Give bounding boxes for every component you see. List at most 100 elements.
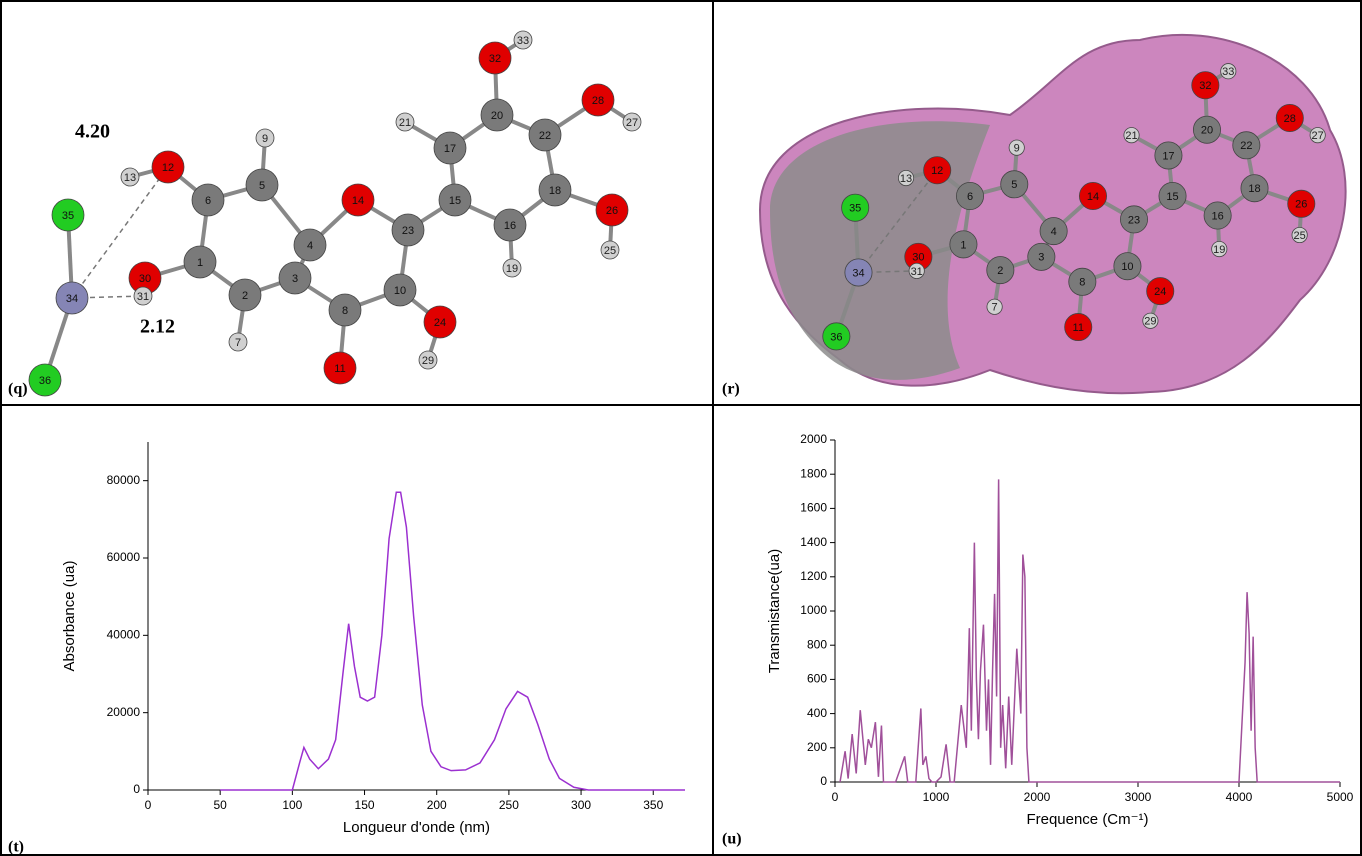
atom-label: 25: [604, 245, 616, 257]
x-tick-label: 350: [643, 798, 663, 812]
atom-label: 11: [1073, 322, 1084, 334]
atom-label: 13: [900, 173, 912, 185]
atom-label: 1: [197, 257, 203, 269]
atom-label: 22: [1240, 140, 1252, 152]
atom-label: 15: [449, 195, 461, 207]
atom-label: 35: [62, 210, 74, 222]
atom-label: 33: [1222, 66, 1234, 78]
panel-label: (u): [722, 831, 742, 848]
atom-label: 7: [235, 337, 241, 349]
y-tick-label: 20000: [107, 705, 141, 719]
distance-label: 4.20: [75, 121, 110, 143]
atom-label: 9: [262, 133, 268, 145]
atom-label: 32: [489, 53, 501, 65]
x-tick-label: 3000: [1125, 790, 1152, 804]
atom-label: 5: [1011, 179, 1017, 191]
x-tick-label: 4000: [1226, 790, 1253, 804]
panel-label: (q): [8, 381, 28, 398]
x-tick-label: 1000: [923, 790, 950, 804]
x-tick-label: 2000: [1024, 790, 1051, 804]
atom-label: 20: [491, 110, 503, 122]
atom-label: 12: [931, 165, 943, 177]
atom-label: 26: [606, 205, 618, 217]
x-axis-title: Longueur d'onde (nm): [343, 819, 490, 836]
distance-label: 2.12: [140, 316, 175, 338]
atom-label: 24: [1154, 286, 1166, 298]
atom-label: 24: [434, 317, 446, 329]
atom-label: 19: [506, 263, 518, 275]
atom-label: 20: [1201, 125, 1213, 137]
x-tick-label: 0: [145, 798, 152, 812]
atom-label: 27: [626, 117, 638, 129]
atom-label: 34: [66, 293, 78, 305]
atom-label: 4: [1051, 226, 1057, 238]
atom-label: 21: [399, 117, 411, 129]
atom-label: 6: [967, 191, 973, 203]
atom-label: 28: [592, 95, 604, 107]
atom-label: 28: [1284, 113, 1296, 125]
atom-label: 36: [830, 331, 842, 343]
x-tick-label: 50: [213, 798, 227, 812]
atom-label: 27: [1312, 130, 1324, 142]
y-tick-label: 0: [133, 782, 140, 796]
y-tick-label: 40000: [107, 628, 141, 642]
atom-label: 10: [394, 285, 406, 297]
atom-label: 31: [911, 266, 923, 278]
atom-label: 23: [1128, 214, 1140, 226]
atom-label: 18: [549, 185, 561, 197]
atom-label: 5: [259, 180, 265, 192]
atom-label: 21: [1125, 130, 1137, 142]
panel-label: (t): [8, 839, 24, 856]
x-tick-label: 5000: [1327, 790, 1354, 804]
x-tick-label: 0: [832, 790, 839, 804]
y-tick-label: 1800: [800, 466, 827, 480]
atom-label: 29: [1144, 316, 1156, 328]
y-tick-label: 1400: [800, 535, 827, 549]
atom-label: 9: [1014, 143, 1020, 155]
atom-label: 23: [402, 225, 414, 237]
atom-label: 17: [1162, 150, 1174, 162]
atom-label: 4: [307, 240, 313, 252]
y-tick-label: 80000: [107, 473, 141, 487]
atom-label: 12: [162, 162, 174, 174]
x-tick-label: 150: [355, 798, 375, 812]
y-tick-label: 0: [820, 774, 827, 788]
atom-label: 14: [1087, 191, 1099, 203]
y-tick-label: 60000: [107, 550, 141, 564]
y-tick-label: 1200: [800, 569, 827, 583]
figure: 4.20 2.12 (q) (r) (t) (u) 12345678910111…: [0, 0, 1362, 856]
atom-label: 25: [1294, 230, 1306, 242]
atom-label: 18: [1248, 183, 1260, 195]
atom-label: 32: [1199, 80, 1211, 92]
y-tick-label: 800: [807, 637, 827, 651]
atom-label: 30: [139, 273, 151, 285]
atom-label: 7: [992, 302, 998, 314]
atom-label: 29: [422, 355, 434, 367]
x-tick-label: 300: [571, 798, 591, 812]
x-tick-label: 250: [499, 798, 519, 812]
atom-label: 8: [1079, 277, 1085, 289]
atom-label: 16: [504, 220, 516, 232]
atom-label: 6: [205, 195, 211, 207]
atom-label: 10: [1121, 261, 1133, 273]
x-tick-label: 100: [282, 798, 302, 812]
atom-label: 11: [334, 363, 345, 375]
atom-label: 33: [517, 35, 529, 47]
y-tick-label: 2000: [800, 432, 827, 446]
atom-label: 15: [1166, 191, 1178, 203]
y-tick-label: 200: [807, 740, 827, 754]
atom-label: 30: [912, 252, 924, 264]
y-tick-label: 1000: [800, 603, 827, 617]
atom-label: 13: [124, 172, 136, 184]
atom-label: 2: [242, 290, 248, 302]
y-tick-label: 400: [807, 706, 827, 720]
atom-label: 36: [39, 375, 51, 387]
atom-label: 34: [852, 267, 864, 279]
atom-label: 22: [539, 130, 551, 142]
y-axis-title: Absorbance (ua): [61, 561, 78, 672]
atom-label: 2: [997, 265, 1003, 277]
atom-label: 26: [1295, 199, 1307, 211]
panel-label: (r): [722, 381, 740, 398]
x-axis-title: Frequence (Cm⁻¹): [1026, 811, 1148, 828]
atom-label: 17: [444, 143, 456, 155]
